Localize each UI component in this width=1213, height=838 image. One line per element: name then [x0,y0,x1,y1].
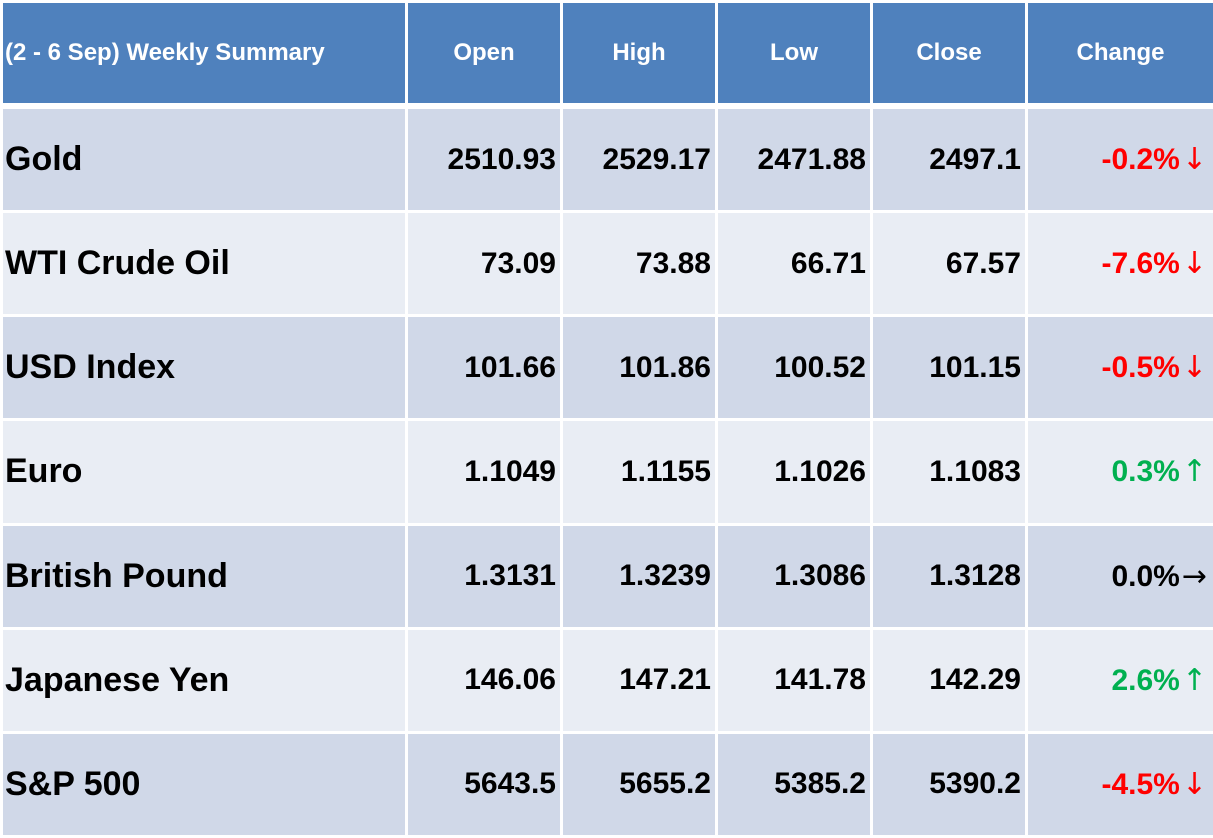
table-row: WTI Crude Oil 73.09 73.88 66.71 67.57 -7.6%↓ [0,210,1213,318]
arrow-up-icon: ↑ [1181,662,1207,698]
change-value: 2.6% [1111,663,1180,697]
close-value-euro: 1.1083 [870,418,1028,526]
open-value-sandp-500: 5643.5 [405,730,563,838]
close-value-wti-crude-oil: 67.57 [870,210,1028,318]
instrument-name-sandp-500: S&P 500 [0,730,408,838]
table-row: S&P 500 5643.5 5655.2 5385.2 5390.2 -4.5%↓ [0,730,1213,838]
instrument-name-british-pound: British Pound [0,522,408,630]
table-row: Euro 1.1049 1.1155 1.1026 1.1083 0.3%↑ [0,418,1213,526]
low-value-british-pound: 1.3086 [715,522,873,630]
low-value-wti-crude-oil: 66.71 [715,210,873,318]
change-cell-wti-crude-oil: -7.6%↓ [1025,210,1213,318]
open-value-japanese-yen: 146.06 [405,626,563,734]
low-value-euro: 1.1026 [715,418,873,526]
low-value-japanese-yen: 141.78 [715,626,873,734]
table-row: British Pound 1.3131 1.3239 1.3086 1.3128 0.0… [0,522,1213,630]
high-value-sandp-500: 5655.2 [560,730,718,838]
change-value: 0.3% [1111,455,1180,489]
high-value-wti-crude-oil: 73.88 [560,210,718,318]
table-body: Gold 2510.93 2529.17 2471.88 2497.1 -0.2%↓ WTI… [0,104,1213,838]
open-value-usd-index: 101.66 [405,314,563,422]
change-value: -0.5% [1101,351,1180,385]
change-cell-sandp-500: -4.5%↓ [1025,730,1213,838]
arrow-down-icon: ↓ [1181,142,1207,178]
change-cell-gold: -0.2%↓ [1025,104,1213,214]
change-cell-japanese-yen: 2.6%↑ [1025,626,1213,734]
arrow-down-icon: ↓ [1181,246,1207,282]
change-value: 0.0% [1111,559,1180,593]
close-value-japanese-yen: 142.29 [870,626,1028,734]
arrow-down-icon: ↓ [1181,350,1207,386]
change-value: -4.5% [1101,767,1180,801]
low-value-gold: 2471.88 [715,104,873,214]
change-cell-euro: 0.3%↑ [1025,418,1213,526]
high-value-japanese-yen: 147.21 [560,626,718,734]
table-row: USD Index 101.66 101.86 100.52 101.15 -0.5%↓ [0,314,1213,422]
high-value-gold: 2529.17 [560,104,718,214]
column-header-close: Close [870,0,1028,108]
column-header-change: Change [1025,0,1213,108]
instrument-name-euro: Euro [0,418,408,526]
column-header-low: Low [715,0,873,108]
change-cell-british-pound: 0.0%→ [1025,522,1213,630]
table-row: Gold 2510.93 2529.17 2471.88 2497.1 -0.2%↓ [0,104,1213,214]
close-value-sandp-500: 5390.2 [870,730,1028,838]
low-value-sandp-500: 5385.2 [715,730,873,838]
open-value-gold: 2510.93 [405,104,563,214]
instrument-name-wti-crude-oil: WTI Crude Oil [0,210,408,318]
high-value-usd-index: 101.86 [560,314,718,422]
open-value-wti-crude-oil: 73.09 [405,210,563,318]
open-value-euro: 1.1049 [405,418,563,526]
arrow-up-icon: ↑ [1181,454,1207,490]
high-value-british-pound: 1.3239 [560,522,718,630]
arrow-down-icon: ↓ [1181,766,1207,802]
instrument-name-japanese-yen: Japanese Yen [0,626,408,734]
table-row: Japanese Yen 146.06 147.21 141.78 142.29 2.6%… [0,626,1213,734]
instrument-name-usd-index: USD Index [0,314,408,422]
table-header-row: (2 - 6 Sep) Weekly Summary Open High Low… [0,0,1213,108]
change-cell-usd-index: -0.5%↓ [1025,314,1213,422]
change-value: -7.6% [1101,247,1180,281]
close-value-gold: 2497.1 [870,104,1028,214]
open-value-british-pound: 1.3131 [405,522,563,630]
column-header-high: High [560,0,718,108]
column-header-open: Open [405,0,563,108]
instrument-name-gold: Gold [0,104,408,214]
low-value-usd-index: 100.52 [715,314,873,422]
change-value: -0.2% [1101,143,1180,177]
arrow-right-icon: → [1181,558,1207,594]
high-value-euro: 1.1155 [560,418,718,526]
close-value-usd-index: 101.15 [870,314,1028,422]
close-value-british-pound: 1.3128 [870,522,1028,630]
table-title: (2 - 6 Sep) Weekly Summary [0,0,408,108]
